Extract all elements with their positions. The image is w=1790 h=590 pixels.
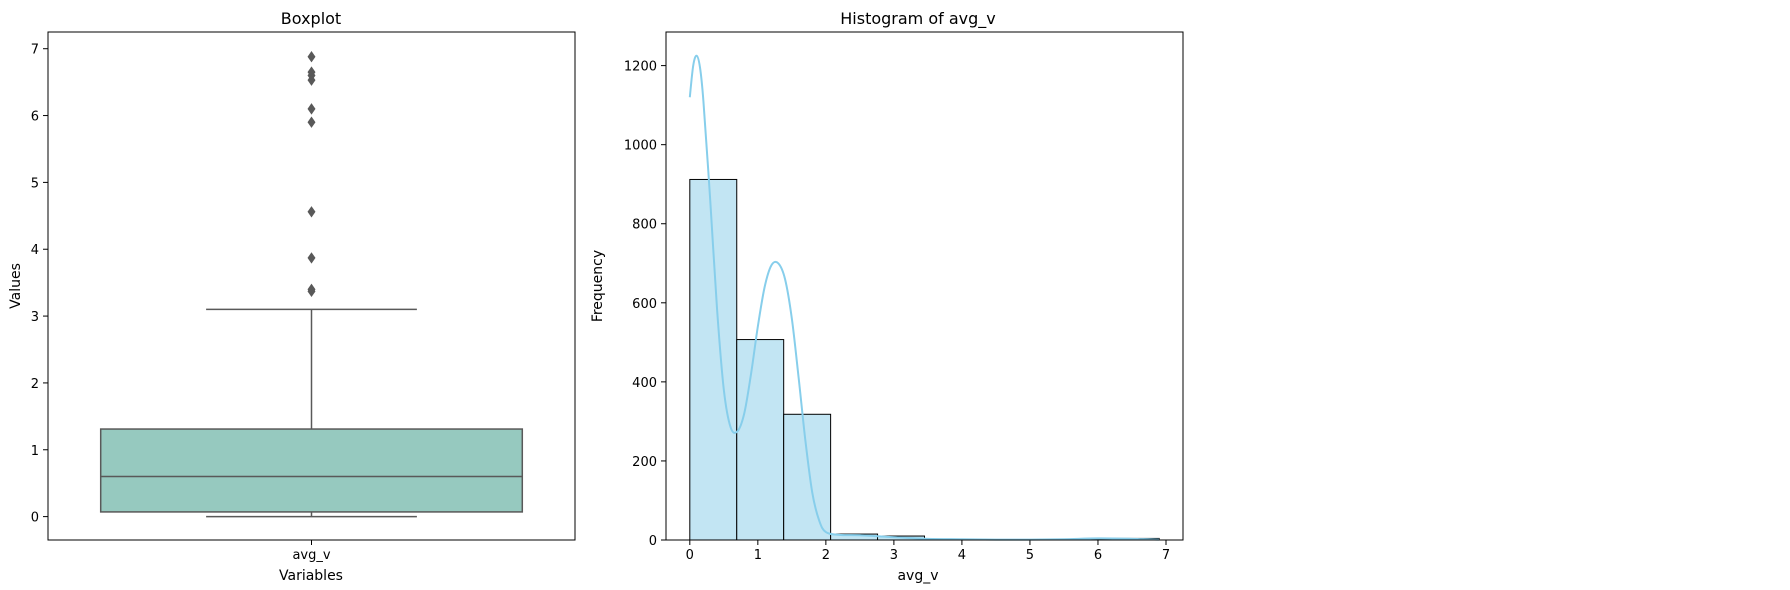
histogram-x-axis-label: avg_v — [897, 568, 938, 584]
histogram-y-tick-label: 400 — [632, 376, 657, 391]
boxplot-x-ticks: avg_v — [292, 540, 331, 563]
boxplot-x-axis-label: Variables — [279, 568, 343, 584]
histogram-x-tick-label: 3 — [890, 548, 898, 563]
histogram-y-ticks: 0 200 400 600 800 1000 1200 — [624, 60, 666, 549]
histogram-x-tick-label: 5 — [1026, 548, 1034, 563]
histogram-y-tick-label: 1200 — [624, 60, 657, 75]
boxplot-box — [99, 428, 524, 513]
boxplot-y-tick-label: 2 — [31, 377, 39, 392]
histogram-x-tick-label: 2 — [822, 548, 830, 563]
histogram-x-tick-label: 7 — [1162, 548, 1170, 563]
boxplot-y-tick-label: 3 — [31, 310, 39, 325]
boxplot-y-tick-label: 5 — [31, 176, 39, 191]
histogram-axes-frame — [665, 31, 1184, 541]
boxplot-outlier-point — [307, 252, 316, 264]
boxplot-y-tick-label: 0 — [31, 511, 39, 526]
boxplot-outlier-point — [307, 283, 316, 296]
boxplot-y-ticks: 0 1 2 3 4 5 6 7 — [31, 43, 48, 526]
histogram-x-tick-label: 1 — [754, 548, 762, 563]
histogram-y-tick-label: 0 — [649, 534, 657, 549]
histogram-kde — [688, 54, 1160, 541]
histogram-bar — [783, 413, 832, 541]
boxplot-axes-frame — [47, 31, 576, 541]
boxplot-y-tick-label: 4 — [31, 243, 39, 258]
histogram-bar — [736, 339, 785, 541]
boxplot-x-tick-label: avg_v — [292, 548, 330, 563]
histogram-y-tick-label: 600 — [632, 297, 657, 312]
histogram-x-tick-label: 4 — [958, 548, 966, 563]
histogram-y-tick-label: 200 — [632, 455, 657, 470]
boxplot-outlier-point — [307, 206, 316, 218]
boxplot-outlier-point — [307, 66, 316, 78]
histogram-panel: Histogram of avg_v Frequency avg_v 0 200 4… — [590, 9, 1184, 584]
boxplot-y-tick-label: 7 — [31, 43, 39, 58]
boxplot-panel: Boxplot Values Variables 0 1 2 3 4 5 6 7 avg_v — [8, 9, 576, 584]
boxplot-outlier-point — [307, 51, 316, 63]
histogram-x-tick-label: 0 — [686, 548, 694, 563]
histogram-y-tick-label: 1000 — [624, 139, 657, 154]
histogram-y-axis-label: Frequency — [590, 250, 606, 322]
boxplot-outlier-point — [307, 116, 316, 128]
histogram-kde-line — [688, 54, 1160, 541]
boxplot-marks — [99, 51, 524, 518]
histogram-x-ticks: 0 1 2 3 4 5 6 7 — [686, 540, 1170, 563]
boxplot-outlier-point — [307, 103, 316, 115]
boxplot-y-tick-label: 6 — [31, 110, 39, 125]
boxplot-y-tick-label: 1 — [31, 444, 39, 459]
histogram-y-tick-label: 800 — [632, 218, 657, 233]
boxplot-y-axis-label: Values — [8, 263, 24, 309]
histogram-x-tick-label: 6 — [1094, 548, 1102, 563]
histogram-title: Histogram of avg_v — [840, 9, 996, 29]
boxplot-title: Boxplot — [281, 9, 341, 28]
